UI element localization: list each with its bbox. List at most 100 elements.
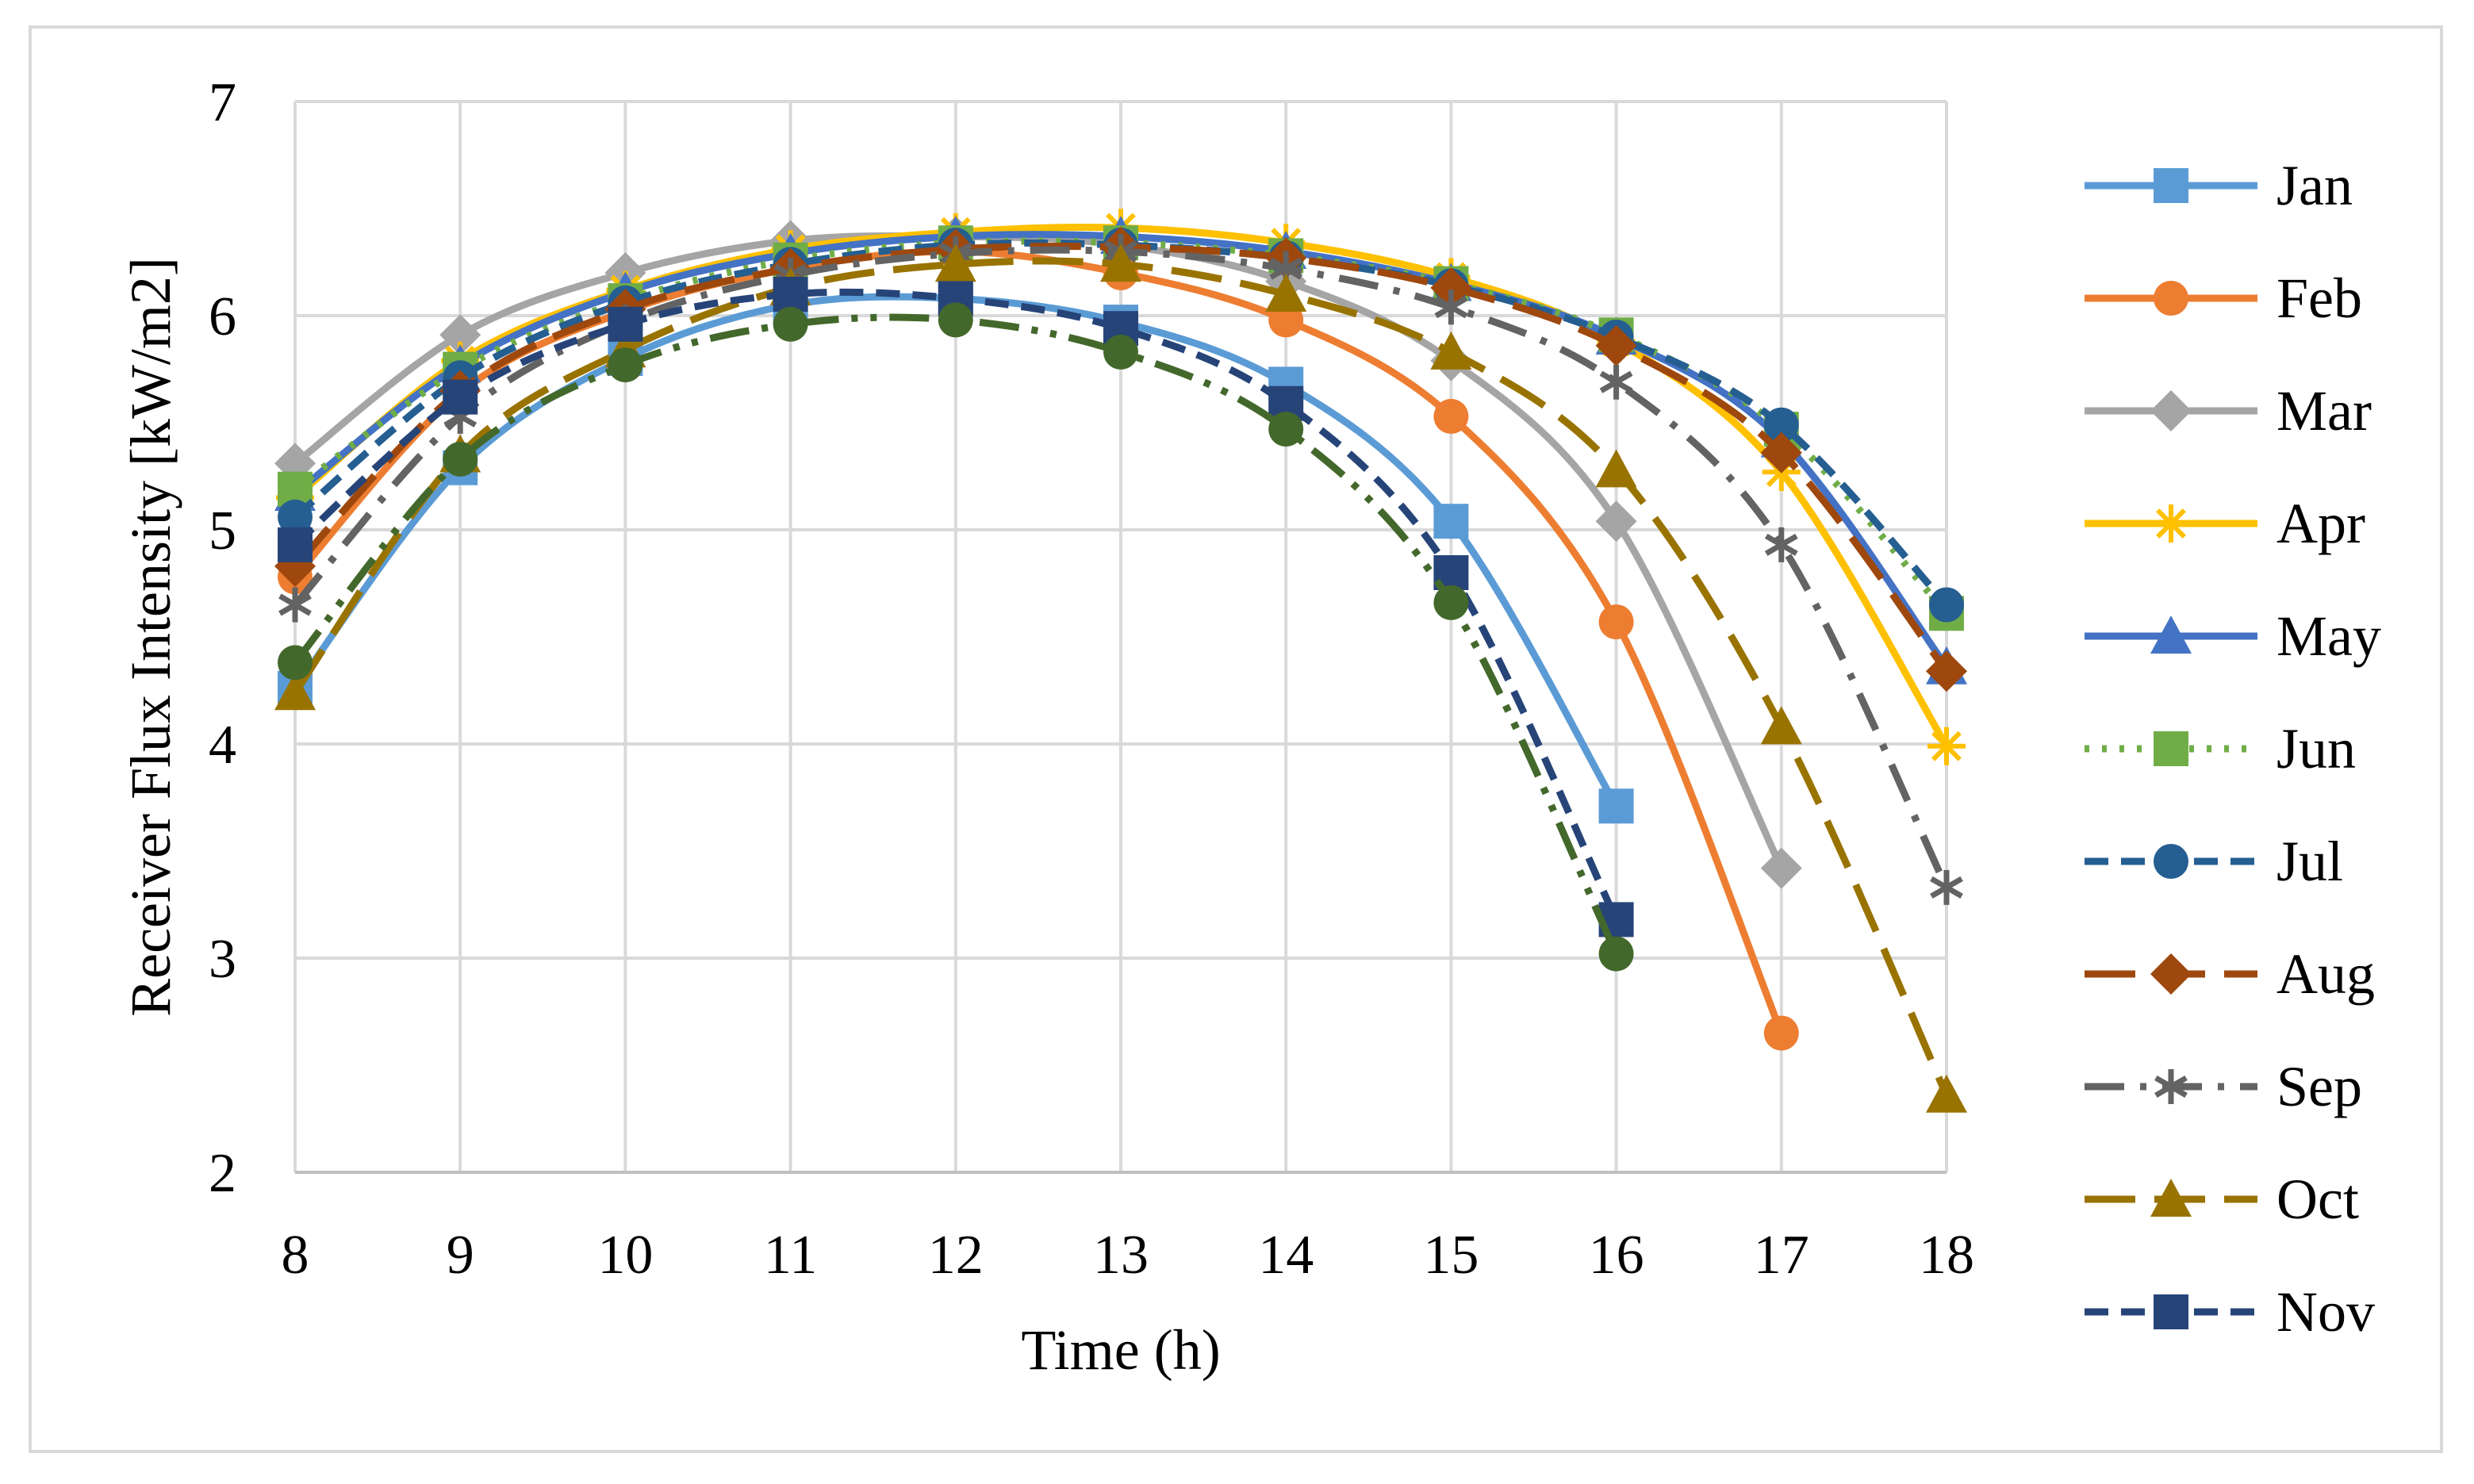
data-point-sep [1434, 290, 1468, 325]
data-point-feb [1598, 604, 1634, 640]
legend-item-nov: Nov [2085, 1280, 2375, 1344]
x-tick-label: 9 [447, 1225, 474, 1286]
tick-labels: 8 9 10 11 12 13 14 15 16 17 18 2 3 4 5 6 7 [209, 72, 1974, 1286]
data-point-dec [443, 441, 478, 477]
legend-item-apr: Apr [2085, 492, 2365, 555]
data-point-aug [1595, 324, 1637, 366]
y-tick-label: 7 [209, 72, 236, 133]
data-point-oct [1595, 449, 1637, 488]
legend-marker-oct [2150, 1179, 2192, 1217]
legend-label-may: May [2276, 604, 2381, 668]
legend-label-jun: Jun [2276, 717, 2356, 780]
legend-marker-feb [2154, 281, 2188, 316]
legend-item-feb: Feb [2085, 267, 2362, 330]
data-point-nov [773, 277, 808, 312]
y-tick-label: 4 [209, 715, 236, 776]
data-point-sep [278, 587, 312, 623]
data-point-feb [1763, 1015, 1799, 1051]
data-point-feb [1433, 398, 1469, 434]
series-line-oct [292, 257, 1950, 1097]
x-tick-label: 18 [1919, 1225, 1974, 1286]
data-point-dec [608, 347, 643, 383]
data-point-nov [278, 527, 313, 562]
legend-item-may: May [2085, 604, 2381, 668]
data-point-apr [1927, 727, 1966, 765]
legend-marker-jan [2154, 168, 2188, 203]
data-point-jul [1929, 587, 1964, 623]
legend-marker-aug [2150, 953, 2192, 995]
legend-marker-apr [2152, 504, 2190, 543]
data-point-oct [1760, 706, 1802, 745]
legend-label-oct: Oct [2276, 1168, 2359, 1231]
data-point-dec [1598, 936, 1634, 972]
legend-label-nov: Nov [2276, 1280, 2375, 1344]
y-tick-label: 3 [209, 929, 236, 990]
data-point-dec [773, 306, 808, 342]
data-point-oct [1265, 274, 1307, 312]
data-point-jan [1598, 788, 1634, 824]
data-point-mar [439, 314, 481, 356]
x-tick-label: 8 [282, 1225, 309, 1286]
legend-item-oct: Oct [2085, 1168, 2359, 1231]
data-point-dec [1433, 585, 1469, 620]
data-point-nov [443, 379, 478, 415]
y-axis-title: Receiver Flux Intensity [kW/m2] [119, 257, 182, 1017]
y-tick-label: 5 [209, 500, 236, 562]
legend-label-jul: Jul [2276, 830, 2343, 893]
legend-marker-jul [2154, 844, 2188, 879]
legend-label-aug: Aug [2276, 942, 2375, 1006]
data-point-dec [1103, 334, 1138, 370]
legend-item-jan: Jan [2085, 154, 2353, 217]
data-point-oct [1100, 243, 1141, 282]
data-point-dec [1268, 412, 1304, 447]
x-axis-title: Time (h) [1021, 1318, 1220, 1382]
legend-marker-nov [2154, 1294, 2188, 1329]
x-tick-label: 12 [928, 1225, 984, 1286]
x-tick-label: 11 [764, 1225, 817, 1286]
legend-label-apr: Apr [2276, 492, 2365, 555]
data-point-jul [1763, 407, 1799, 443]
data-point-mar [1595, 500, 1637, 543]
x-tick-label: 10 [597, 1225, 653, 1286]
x-tick-label: 14 [1258, 1225, 1314, 1286]
legend-item-mar: Mar [2085, 379, 2372, 443]
x-tick-label: 17 [1754, 1225, 1809, 1286]
legend: Jan Feb Mar Apr May Jun Jul Aug Sep Oct Nov [2085, 154, 2381, 1344]
legend-marker-sep [2154, 1069, 2188, 1104]
x-tick-label: 13 [1093, 1225, 1149, 1286]
legend-marker-may [2150, 615, 2192, 654]
data-point-sep [1930, 869, 1963, 905]
series-nov [278, 277, 1634, 938]
data-point-aug [1926, 650, 1967, 692]
y-tick-label: 2 [209, 1143, 236, 1204]
legend-label-sep: Sep [2276, 1055, 2362, 1118]
data-point-dec [938, 302, 973, 338]
data-point-jan [1433, 504, 1469, 539]
data-point-oct [1926, 1074, 1967, 1113]
legend-label-mar: Mar [2276, 379, 2372, 443]
legend-item-sep: Sep [2085, 1055, 2362, 1118]
legend-item-aug: Aug [2085, 942, 2375, 1006]
data-point-sep [1599, 364, 1633, 400]
series-line-feb [292, 247, 1785, 1035]
data-point-sep [1764, 527, 1798, 562]
x-tick-label: 15 [1423, 1225, 1479, 1286]
data-point-jul [278, 499, 313, 535]
series-line-sep [292, 246, 1950, 889]
data-point-nov [608, 306, 643, 342]
data-point-oct [274, 672, 316, 711]
series-sep [278, 234, 1963, 905]
legend-marker-jun [2154, 731, 2188, 766]
data-point-aug [1760, 431, 1802, 474]
data-point-mar [1760, 847, 1802, 889]
legend-label-jan: Jan [2276, 154, 2353, 217]
data-point-dec [278, 645, 313, 681]
x-tick-label: 16 [1589, 1225, 1644, 1286]
legend-label-feb: Feb [2276, 267, 2362, 330]
legend-item-jul: Jul [2085, 830, 2343, 893]
legend-item-jun: Jun [2085, 717, 2356, 780]
data-point-oct [1430, 331, 1472, 370]
y-tick-label: 6 [209, 286, 236, 347]
series-dec [278, 302, 1634, 972]
